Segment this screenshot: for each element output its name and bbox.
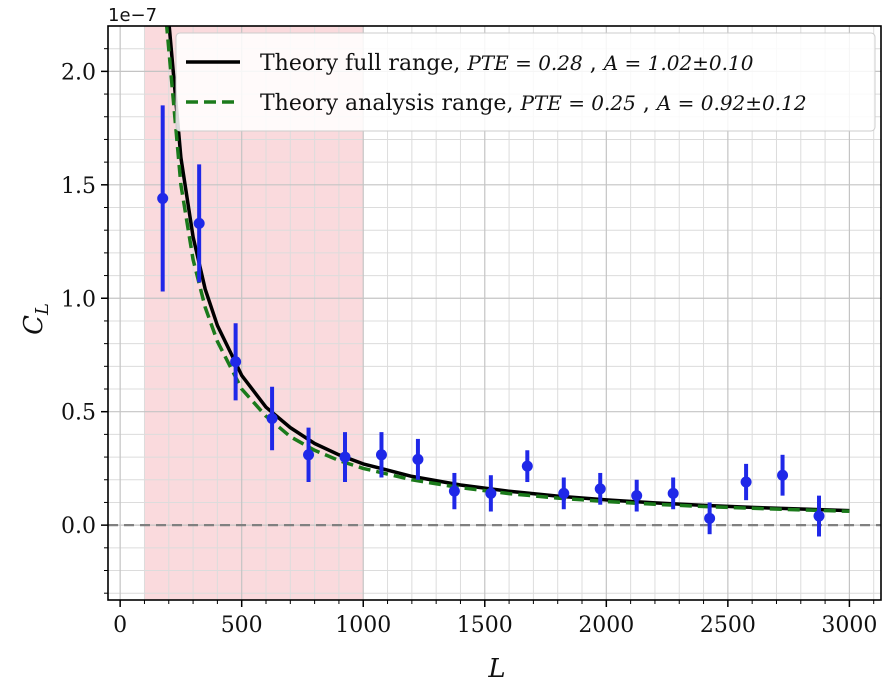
legend-amp-analysis: A = 0.92±0.12 [655,91,807,115]
data-point [813,510,825,522]
data-point [777,469,789,481]
legend-name-analysis: Theory analysis range [260,91,506,116]
plot-frame [107,25,882,601]
data-point [667,487,679,499]
legend-label-full: Theory full range, PTE = 0.28 , A = 1.02… [260,51,754,76]
data-point [521,460,533,472]
data-point [230,356,242,368]
y-axis-title-sub: L [32,303,53,316]
data-point [303,449,315,461]
y-tick-label: 2.0 [61,60,96,85]
legend-sep-full-1: , [453,51,467,76]
y-tick-label: 1.0 [61,287,96,312]
data-point [740,476,752,488]
x-tick-label: 1000 [335,613,391,638]
legend-sep-full-2: , [583,51,604,76]
y-tick-label: 0.5 [61,401,96,426]
data-point [448,485,460,497]
data-point [558,487,570,499]
legend: Theory full range, PTE = 0.28 , A = 1.02… [175,32,876,132]
x-tick-label: 0 [113,613,127,638]
x-axis-title: L [487,654,505,684]
legend-name-full: Theory full range [260,51,453,76]
legend-box [175,32,876,132]
data-point [631,490,643,502]
data-point [193,217,205,229]
legend-pte-analysis: PTE = 0.25 [519,91,635,115]
y-axis-title-main: C [19,315,49,335]
data-point [157,192,169,204]
x-tick-label: 1500 [457,613,513,638]
x-tick-label: 2000 [578,613,634,638]
y-tick-label: 0.0 [61,514,96,539]
y-axis-title: CL [19,303,53,335]
data-point [412,453,424,465]
theory-analysis-range-line [164,26,850,514]
legend-sep-analysis-1: , [506,91,520,116]
data-point [339,451,351,463]
y-tick-label: 1.5 [61,174,96,199]
data-point [266,412,278,424]
data-point [594,483,606,495]
data-point [485,487,497,499]
data-point [375,449,387,461]
data-point [704,512,716,524]
x-tick-label: 500 [221,613,263,638]
y-offset-label: 1e−7 [108,5,157,26]
x-tick-label: 2500 [700,613,756,638]
legend-amp-full: A = 1.02±0.10 [602,51,754,75]
legend-sep-analysis-2: , [636,91,657,116]
x-tick-label: 3000 [821,613,877,638]
legend-pte-full: PTE = 0.28 [466,51,582,75]
legend-label-analysis: Theory analysis range, PTE = 0.25 , A = … [260,91,807,116]
